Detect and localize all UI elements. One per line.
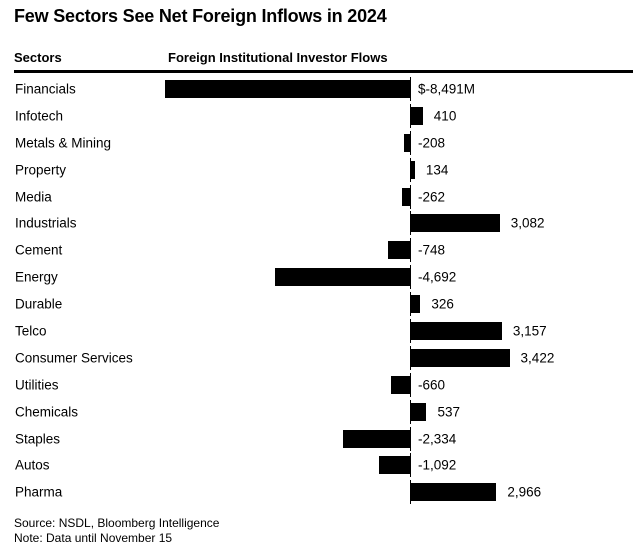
bar [388,241,410,260]
chart-row: Staples -2,334 [0,425,644,452]
bar [411,321,502,340]
data-note: Note: Data until November 15 [14,531,173,545]
chart-row: Infotech 410 [0,102,644,129]
sector-label: Industrials [15,215,77,231]
bar [390,375,410,394]
chart-footer: Source: NSDL, Bloomberg Intelligence Not… [14,516,219,546]
zero-axis-tick [410,345,411,370]
value-label: 3,157 [512,323,547,339]
zero-axis-tick [410,453,411,478]
col-header-flows: Foreign Institutional Investor Flows [168,50,388,65]
chart-row: Metals & Mining -208 [0,129,644,156]
sector-label: Energy [15,269,58,285]
sector-label: Durable [15,296,63,312]
chart-row: Pharma 2,966 [0,479,644,506]
value-label: -660 [418,377,446,393]
sector-label: Metals & Mining [15,135,112,151]
bar [404,133,410,152]
value-label: 134 [425,162,449,178]
zero-axis-tick [410,130,411,155]
source-note: Source: NSDL, Bloomberg Intelligence [14,516,220,530]
value-label: 537 [437,404,460,420]
value-label: -2,334 [418,431,457,447]
bar [411,402,427,421]
sector-label: Utilities [15,377,59,393]
sector-label: Pharma [15,484,63,500]
sector-label: Financials [15,81,76,97]
header-rule [14,70,633,73]
chart-title: Few Sectors See Net Foreign Inflows in 2… [14,6,387,26]
sector-label: Infotech [15,108,64,124]
chart-row: Telco 3,157 [0,318,644,345]
chart-row: Consumer Services 3,422 [0,344,644,371]
sector-label: Media [15,189,52,204]
bar [165,79,410,98]
value-label: -208 [418,135,446,151]
value-label: 3,422 [520,350,555,366]
zero-axis-tick [410,77,411,101]
bar [411,160,415,179]
zero-axis-tick [410,399,411,424]
chart-row: Durable 326 [0,291,644,318]
value-label: $-8,491M [418,81,476,97]
zero-axis-tick [410,238,411,263]
chart-row: Autos -1,092 [0,452,644,479]
bar [411,483,497,502]
bar-chart: Financials $-8,491M Infotech 410 Metals & Mi… [0,76,644,506]
chart-row: Industrials 3,082 [0,210,644,237]
value-label: -1,092 [418,457,457,473]
value-label: -4,692 [418,269,457,285]
zero-axis-tick [410,319,411,344]
sector-label: Telco [15,323,47,339]
chart-row: Financials $-8,491M [0,76,644,103]
chart-row: Utilities -660 [0,371,644,398]
zero-axis-tick [410,157,411,182]
bar [411,214,500,233]
zero-axis-tick [410,103,411,128]
col-header-sectors: Sectors [14,50,62,65]
bar [411,348,510,367]
chart-row: Energy -4,692 [0,264,644,291]
sector-label: Autos [15,457,50,473]
value-label: -748 [418,242,446,258]
value-label: -262 [418,189,446,204]
bar [274,268,410,287]
sector-label: Cement [15,242,63,258]
chart-row: Cement -748 [0,237,644,264]
zero-axis-tick [410,426,411,451]
zero-axis-tick [410,184,411,209]
zero-axis-tick [410,211,411,236]
sector-label: Staples [15,431,61,447]
chart-row: Property 134 [0,156,644,183]
sector-label: Chemicals [15,404,79,420]
zero-axis-tick [410,372,411,397]
value-label: 410 [433,108,457,124]
value-label: 3,082 [510,215,545,231]
bar [378,456,410,475]
column-headers: Sectors Foreign Institutional Investor F… [0,50,644,66]
zero-axis-tick [410,480,411,505]
chart-row: Chemicals 537 [0,398,644,425]
bar [342,429,410,448]
zero-axis-tick [410,265,411,290]
value-label: 2,966 [507,484,542,500]
bar [411,295,421,314]
sector-label: Property [15,162,67,178]
bar [411,106,423,125]
value-label: 326 [431,296,454,312]
chart-row: Media -262 [0,183,644,210]
bar [402,187,410,206]
sector-label: Consumer Services [15,350,133,366]
zero-axis-tick [410,292,411,317]
